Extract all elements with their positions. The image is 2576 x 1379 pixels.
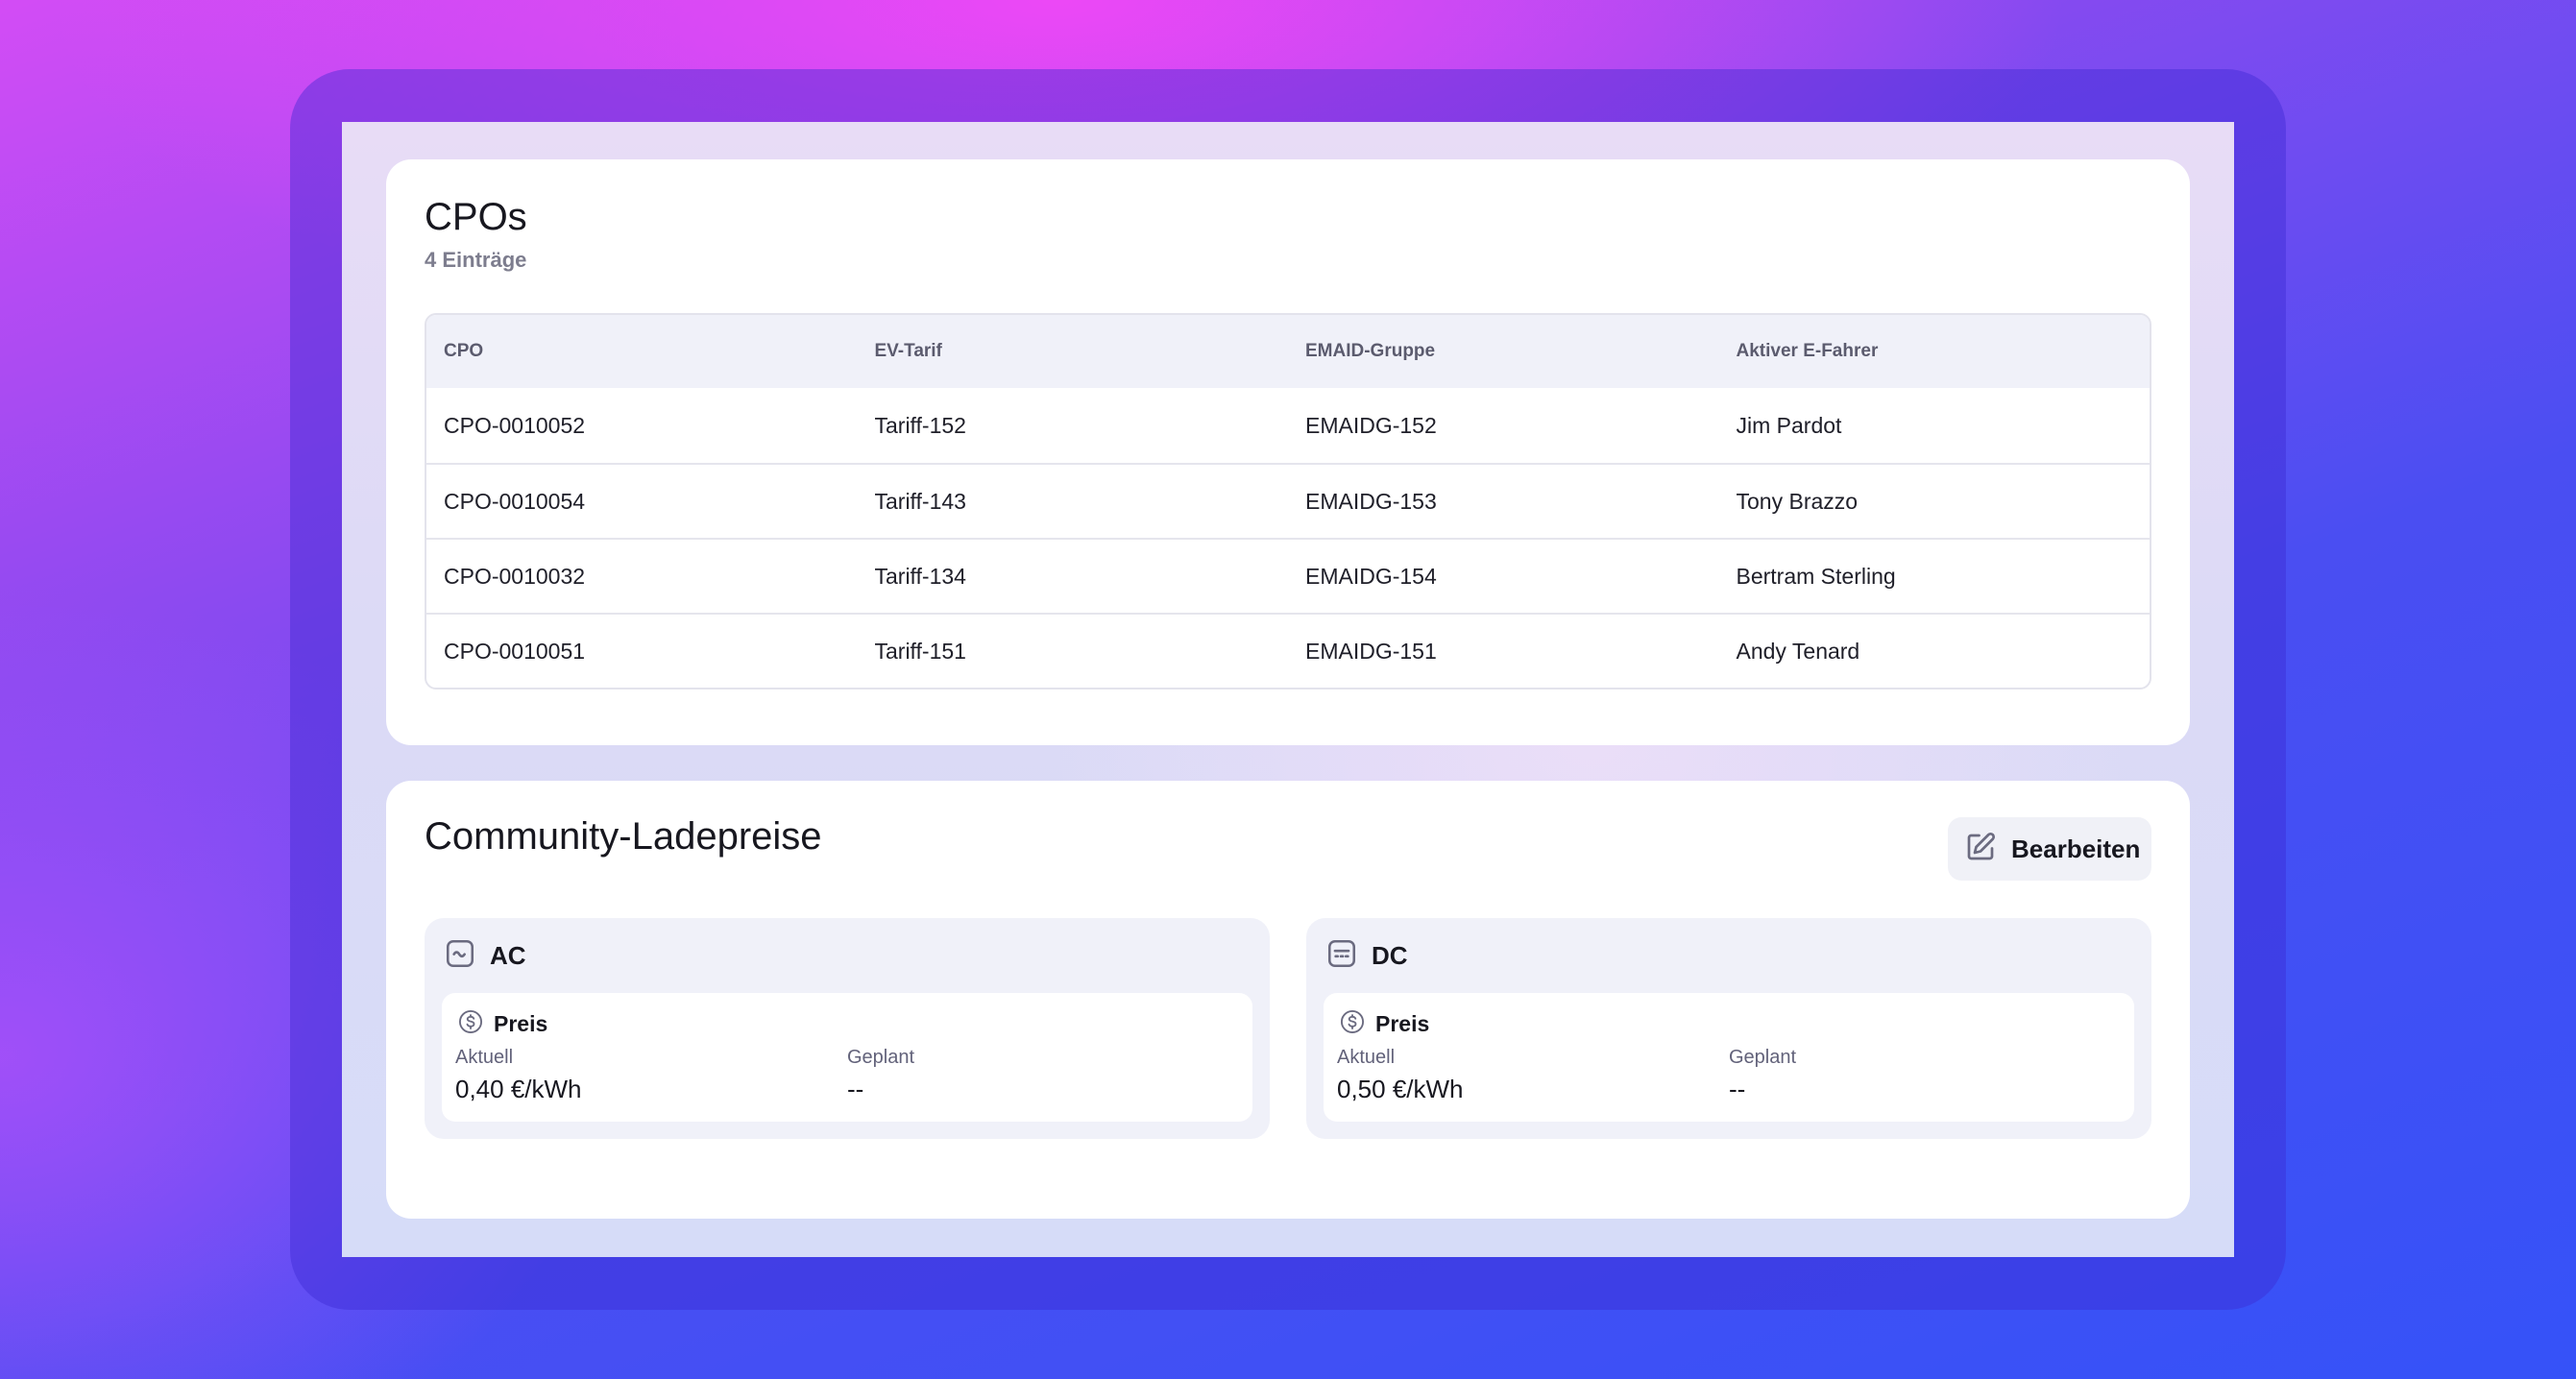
cell-aktiver-e-fahrer: Tony Brazzo — [1736, 488, 1859, 514]
ac-panel-title: AC — [490, 941, 526, 970]
cell-emaid-gruppe: EMAIDG-153 — [1305, 488, 1437, 514]
dc-price-box: Preis Aktuell 0,50 €/kWh Geplant -- — [1324, 993, 2134, 1122]
cell-ev-tarif: Tariff-134 — [874, 563, 966, 589]
ac-price-label: Preis — [494, 1011, 548, 1036]
edit-icon — [1963, 830, 1998, 869]
dollar-icon — [1339, 1008, 1366, 1040]
column-header-cpo[interactable]: CPO — [444, 341, 484, 361]
edit-button-label: Bearbeiten — [2011, 834, 2141, 863]
cell-emaid-gruppe: EMAIDG-152 — [1305, 412, 1437, 438]
cell-cpo: CPO-0010054 — [444, 488, 586, 514]
ac-planned-label: Geplant — [847, 1047, 915, 1068]
dc-panel: DC Preis Aktuell 0,50 €/kWh Geplant -- — [1306, 918, 2151, 1139]
column-header-emaid-gruppe[interactable]: EMAID-Gruppe — [1305, 341, 1436, 361]
dc-planned: Geplant -- — [1729, 1047, 1796, 1104]
cpos-title: CPOs — [425, 196, 527, 238]
dc-price-label: Preis — [1375, 1011, 1430, 1036]
ac-panel-header: AC — [444, 937, 526, 975]
table-row[interactable]: CPO-0010054 Tariff-143 EMAIDG-153 Tony B… — [426, 463, 2150, 538]
table-body: CPO-0010052 Tariff-152 EMAIDG-152 Jim Pa… — [426, 388, 2150, 688]
cell-ev-tarif: Tariff-152 — [874, 412, 966, 438]
column-header-aktiver-e-fahrer[interactable]: Aktiver E-Fahrer — [1736, 341, 1879, 361]
cpos-card: CPOs 4 Einträge CPO EV-Tarif EMAID-Grupp… — [386, 159, 2190, 745]
edit-button[interactable]: Bearbeiten — [1948, 817, 2151, 881]
cell-ev-tarif: Tariff-143 — [874, 488, 966, 514]
dc-panel-header: DC — [1325, 937, 1408, 975]
cell-aktiver-e-fahrer: Bertram Sterling — [1736, 563, 1896, 589]
community-prices-card: Community-Ladepreise Bearbeiten AC — [386, 781, 2190, 1219]
cpos-count: 4 Einträge — [425, 248, 527, 272]
cell-cpo: CPO-0010051 — [444, 638, 586, 664]
cell-emaid-gruppe: EMAIDG-151 — [1305, 638, 1437, 664]
cell-cpo: CPO-0010032 — [444, 563, 586, 589]
column-header-ev-tarif[interactable]: EV-Tarif — [874, 341, 942, 361]
dc-planned-value: -- — [1729, 1075, 1746, 1103]
ac-panel: AC Preis Aktuell 0,40 €/kWh Geplant -- — [425, 918, 1270, 1139]
ac-price-box: Preis Aktuell 0,40 €/kWh Geplant -- — [442, 993, 1252, 1122]
table-row[interactable]: CPO-0010052 Tariff-152 EMAIDG-152 Jim Pa… — [426, 388, 2150, 463]
table-row[interactable]: CPO-0010032 Tariff-134 EMAIDG-154 Bertra… — [426, 538, 2150, 613]
ac-current: Aktuell 0,40 €/kWh — [455, 1047, 582, 1104]
ac-current-label: Aktuell — [455, 1047, 514, 1068]
dc-current-label: Aktuell — [1337, 1047, 1396, 1068]
ac-price-header: Preis — [457, 1008, 547, 1040]
table-header: CPO EV-Tarif EMAID-Gruppe Aktiver E-Fahr… — [426, 315, 2150, 388]
cell-aktiver-e-fahrer: Andy Tenard — [1736, 638, 1860, 664]
dc-price-header: Preis — [1339, 1008, 1429, 1040]
dc-current-value: 0,50 €/kWh — [1337, 1075, 1464, 1103]
dc-planned-label: Geplant — [1729, 1047, 1797, 1068]
cell-ev-tarif: Tariff-151 — [874, 638, 966, 664]
ac-planned-value: -- — [847, 1075, 864, 1103]
cell-cpo: CPO-0010052 — [444, 412, 586, 438]
ac-wave-icon — [444, 937, 476, 975]
dollar-icon — [457, 1008, 484, 1040]
cpos-table: CPO EV-Tarif EMAID-Gruppe Aktiver E-Fahr… — [425, 313, 2151, 690]
ac-planned: Geplant -- — [847, 1047, 914, 1104]
table-row[interactable]: CPO-0010051 Tariff-151 EMAIDG-151 Andy T… — [426, 613, 2150, 688]
dc-panel-title: DC — [1372, 941, 1408, 970]
cell-aktiver-e-fahrer: Jim Pardot — [1736, 412, 1842, 438]
community-prices-title: Community-Ladepreise — [425, 815, 822, 858]
ac-current-value: 0,40 €/kWh — [455, 1075, 582, 1103]
cell-emaid-gruppe: EMAIDG-154 — [1305, 563, 1437, 589]
dc-current: Aktuell 0,50 €/kWh — [1337, 1047, 1464, 1104]
dc-icon — [1325, 937, 1358, 975]
